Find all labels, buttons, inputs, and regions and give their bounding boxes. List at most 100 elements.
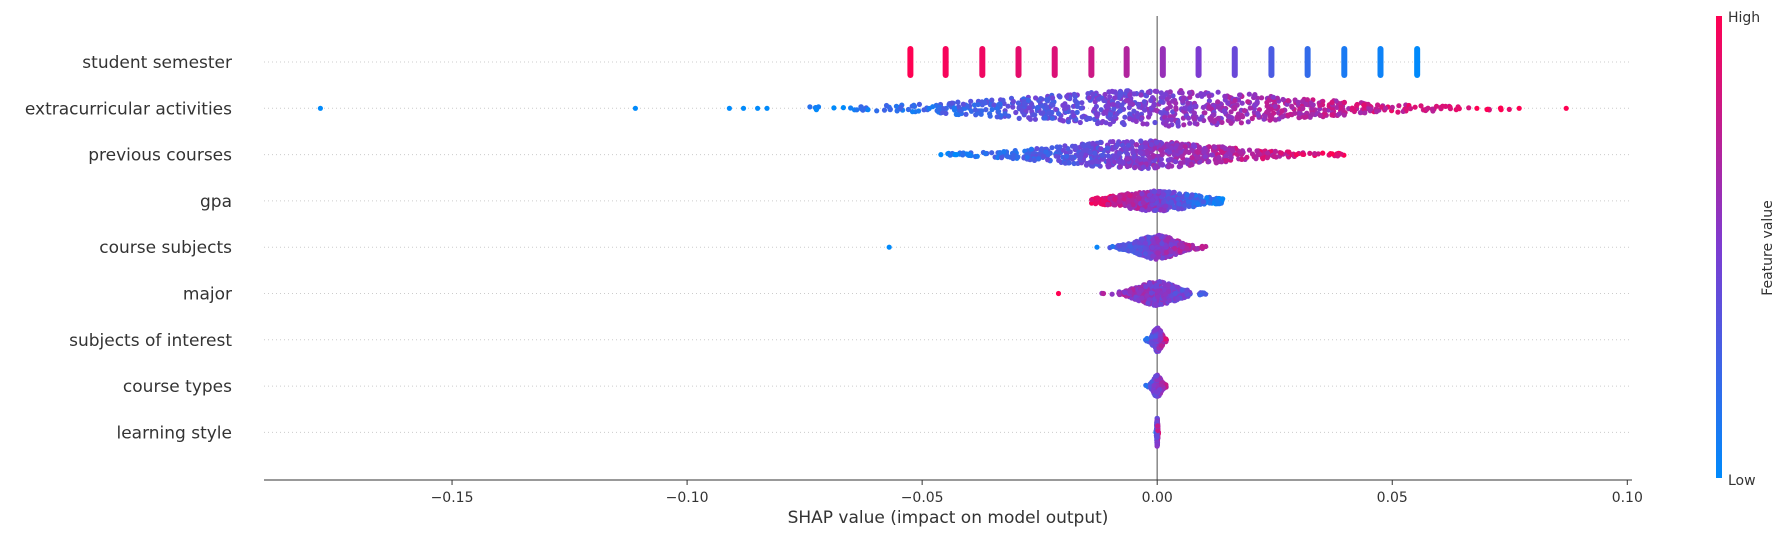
data-point <box>1260 156 1266 162</box>
data-point <box>1034 146 1040 152</box>
x-tick-label: 0.10 <box>1612 490 1643 506</box>
data-point <box>951 105 958 111</box>
data-point <box>1329 151 1335 157</box>
data-point <box>1334 151 1340 157</box>
data-point <box>1138 116 1144 122</box>
data-point <box>1143 284 1149 290</box>
data-point <box>1135 195 1142 201</box>
data-point <box>881 107 888 113</box>
data-point <box>1154 389 1160 395</box>
data-point <box>1178 149 1184 155</box>
data-point <box>1086 95 1092 101</box>
data-point <box>989 106 995 113</box>
data-point <box>1245 119 1251 125</box>
data-point <box>1131 108 1137 114</box>
data-point <box>1173 106 1179 112</box>
data-point <box>1044 104 1050 111</box>
data-point <box>1228 109 1234 115</box>
data-point <box>1095 120 1101 127</box>
feature-label: major <box>183 285 232 305</box>
feature-label: course types <box>123 377 232 397</box>
data-point <box>1049 115 1056 121</box>
data-point <box>1249 115 1255 122</box>
data-point <box>1154 107 1160 114</box>
data-point <box>1102 91 1108 98</box>
data-point <box>1155 427 1161 433</box>
data-point <box>1110 101 1116 107</box>
data-point <box>1262 113 1268 119</box>
data-point <box>1300 105 1306 112</box>
data-point <box>1062 160 1068 166</box>
data-point <box>983 151 989 157</box>
data-point <box>1147 111 1153 117</box>
data-point <box>1204 195 1210 201</box>
feature-labels: student semester extracurricular activiti… <box>25 53 232 443</box>
colorbar-title: Feature value <box>1760 200 1776 296</box>
data-point <box>1187 94 1193 100</box>
data-point <box>874 108 880 114</box>
data-point <box>1312 151 1318 157</box>
data-point <box>1222 145 1228 151</box>
data-point <box>813 107 820 113</box>
data-point <box>1045 157 1051 163</box>
data-point <box>1107 111 1113 118</box>
data-point <box>1280 96 1286 103</box>
data-point <box>1078 151 1084 157</box>
data-point <box>948 152 954 158</box>
data-point <box>1096 96 1102 102</box>
data-point <box>968 98 974 104</box>
data-point <box>1092 150 1098 156</box>
data-point <box>1090 140 1096 146</box>
data-point <box>1142 251 1148 257</box>
data-point <box>1317 102 1323 109</box>
data-point <box>1092 106 1098 112</box>
data-point <box>1157 337 1163 343</box>
data-point <box>1057 144 1063 150</box>
x-axis: −0.15 −0.10 −0.05 0.00 0.05 0.10 <box>264 479 1643 506</box>
data-point <box>1124 88 1130 94</box>
data-point <box>1161 191 1167 198</box>
data-point <box>1223 153 1229 159</box>
data-point <box>1161 199 1167 205</box>
data-point <box>966 151 973 157</box>
data-point <box>1158 329 1164 335</box>
data-point <box>1032 112 1038 118</box>
data-point <box>1101 97 1107 104</box>
data-point <box>1272 148 1278 154</box>
data-point <box>1225 100 1231 106</box>
data-point <box>1357 110 1363 116</box>
data-point <box>1144 150 1150 156</box>
data-point <box>1036 156 1042 162</box>
data-point <box>1232 105 1238 111</box>
data-point <box>1094 244 1100 250</box>
data-point <box>1211 119 1217 125</box>
data-point <box>1159 255 1165 261</box>
data-point <box>1194 246 1200 252</box>
data-point <box>1184 245 1190 251</box>
data-point <box>1050 95 1056 101</box>
data-point <box>1164 96 1170 102</box>
data-point <box>991 102 997 108</box>
data-point <box>1175 296 1181 302</box>
data-point <box>1060 147 1066 153</box>
data-point <box>1071 160 1077 167</box>
data-point <box>1286 149 1292 155</box>
data-point <box>1239 100 1245 106</box>
data-point <box>1154 442 1160 448</box>
data-point <box>1271 110 1277 116</box>
data-point <box>1089 197 1095 203</box>
data-point <box>1062 105 1068 111</box>
data-point <box>1131 91 1137 97</box>
data-point <box>1116 290 1122 296</box>
data-point <box>955 99 961 105</box>
data-point <box>1158 95 1164 101</box>
data-point <box>1127 243 1133 249</box>
data-point <box>1285 112 1291 118</box>
data-point <box>1104 145 1110 151</box>
data-point <box>1133 250 1139 256</box>
data-point <box>1349 105 1355 111</box>
data-point <box>1172 245 1178 251</box>
data-point <box>1164 117 1170 123</box>
data-point <box>1049 145 1055 151</box>
data-point <box>1466 105 1472 111</box>
